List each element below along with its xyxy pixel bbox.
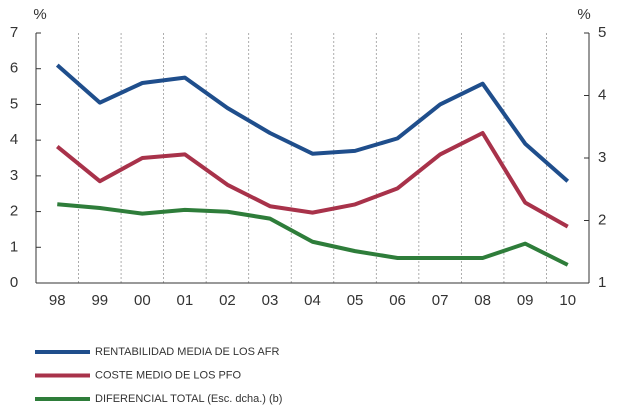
y2-tick-label: 4 bbox=[598, 86, 606, 103]
y2-tick-label: 2 bbox=[598, 211, 606, 228]
y-axis-label: % bbox=[33, 6, 46, 23]
y2-tick-label: 5 bbox=[598, 24, 606, 41]
y-tick-label: 7 bbox=[10, 24, 18, 41]
x-tick-label: 98 bbox=[49, 292, 66, 309]
series-line bbox=[56, 131, 569, 229]
x-tick-label: 99 bbox=[91, 292, 108, 309]
x-tick-label: 00 bbox=[134, 292, 151, 309]
y-tick-label: 1 bbox=[10, 238, 18, 255]
series-line bbox=[55, 63, 570, 183]
x-tick-label: 02 bbox=[219, 292, 236, 309]
y-tick-label: 0 bbox=[10, 274, 18, 291]
legend-label: DIFERENCIAL TOTAL (Esc. dcha.) (b) bbox=[95, 393, 282, 405]
y-tick-label: 3 bbox=[10, 167, 18, 184]
y2-tick-label: 3 bbox=[598, 149, 606, 166]
x-tick-label: 10 bbox=[559, 292, 576, 309]
series-line bbox=[57, 202, 569, 267]
legend-label: COSTE MEDIO DE LOS PFO bbox=[95, 369, 242, 381]
x-tick-label: 04 bbox=[304, 292, 321, 309]
x-tick-label: 08 bbox=[474, 292, 491, 309]
x-tick-label: 01 bbox=[177, 292, 194, 309]
legend-label: RENTABILIDAD MEDIA DE LOS AFR bbox=[95, 346, 279, 358]
y-tick-label: 5 bbox=[10, 95, 18, 112]
y-tick-label: 6 bbox=[10, 60, 18, 77]
x-tick-label: 09 bbox=[517, 292, 534, 309]
y-tick-label: 4 bbox=[10, 131, 18, 148]
x-tick-label: 07 bbox=[432, 292, 449, 309]
x-tick-label: 05 bbox=[347, 292, 364, 309]
y2-axis-label: % bbox=[577, 6, 590, 23]
y2-tick-label: 1 bbox=[598, 274, 606, 291]
x-tick-label: 06 bbox=[389, 292, 406, 309]
x-tick-label: 03 bbox=[262, 292, 279, 309]
y-tick-label: 2 bbox=[10, 203, 18, 220]
